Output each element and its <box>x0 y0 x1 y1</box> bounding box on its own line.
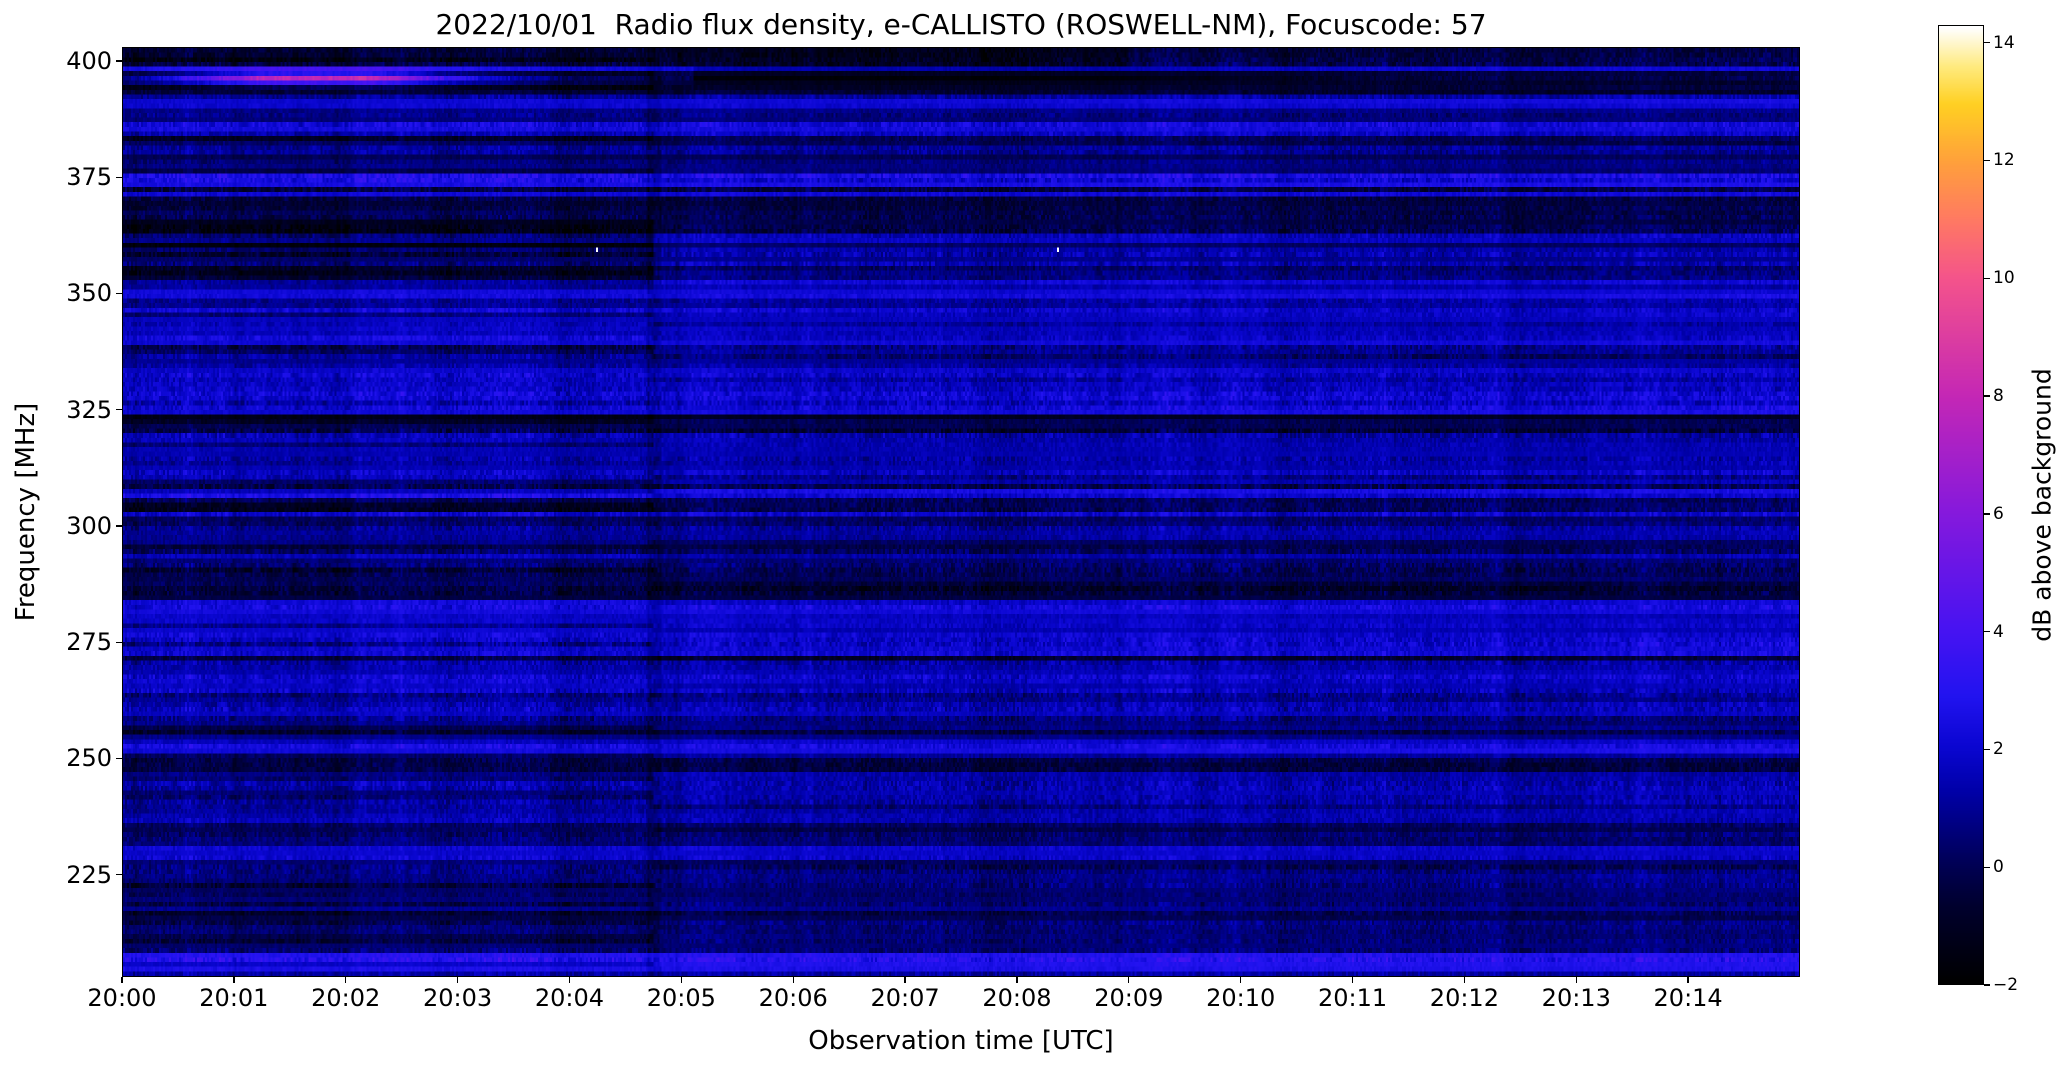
spectrogram-heatmap <box>123 48 1799 976</box>
chart-title: 2022/10/01 Radio flux density, e-CALLIST… <box>435 8 1487 41</box>
x-tick-label: 20:10 <box>1206 984 1276 1012</box>
colorbar-tick-label: 0 <box>1993 857 2004 878</box>
colorbar-tick-label: −2 <box>1993 975 2019 995</box>
y-tick-label: 375 <box>66 163 112 192</box>
x-tick-label: 20:05 <box>646 984 716 1012</box>
x-tick-label: 20:03 <box>423 984 493 1012</box>
y-tick-label: 250 <box>66 744 112 773</box>
colorbar-tick-label: 6 <box>1993 503 2004 524</box>
colorbar-tick-label: 8 <box>1993 386 2004 407</box>
x-tick-label: 20:02 <box>311 984 381 1012</box>
colorbar-label: dB above background <box>2027 368 2057 642</box>
y-tick-mark <box>116 525 122 527</box>
colorbar-tick-label: 12 <box>1993 150 2015 171</box>
colorbar-tick-mark <box>1984 159 1990 162</box>
x-tick-label: 20:01 <box>199 984 269 1012</box>
y-tick-mark <box>116 60 122 62</box>
colorbar-tick-mark <box>1984 630 1990 633</box>
colorbar-tick-mark <box>1984 395 1990 397</box>
colorbar-tick-mark <box>1984 866 1990 868</box>
x-tick-label: 20:00 <box>87 984 157 1012</box>
y-tick-mark <box>116 757 122 760</box>
y-tick-label: 325 <box>66 395 112 424</box>
x-tick-label: 20:09 <box>1094 984 1164 1012</box>
x-tick-mark <box>121 977 123 983</box>
plot-area <box>122 47 1800 977</box>
y-tick-label: 225 <box>66 860 112 889</box>
x-tick-mark <box>345 977 347 983</box>
y-tick-mark <box>116 641 122 643</box>
x-tick-mark <box>1351 977 1354 983</box>
colorbar-tick-mark <box>1984 984 1990 986</box>
x-tick-mark <box>792 977 794 983</box>
colorbar-tick-mark <box>1984 748 1990 751</box>
y-tick-label: 300 <box>66 511 112 540</box>
x-axis-label: Observation time [UTC] <box>808 1026 1114 1056</box>
colorbar-tick-mark <box>1984 513 1990 515</box>
x-tick-label: 20:04 <box>534 984 605 1012</box>
y-tick-mark <box>116 409 122 411</box>
colorbar-tick-label: 10 <box>1993 268 2015 289</box>
x-tick-mark <box>568 977 571 983</box>
y-tick-mark <box>116 176 122 178</box>
x-tick-mark <box>1239 977 1242 983</box>
x-tick-label: 20:08 <box>982 984 1052 1012</box>
y-tick-mark <box>116 292 122 295</box>
x-tick-mark <box>1128 977 1130 983</box>
y-tick-mark <box>116 874 122 876</box>
colorbar-tick-label: 2 <box>1993 739 2004 760</box>
x-tick-label: 20:14 <box>1653 984 1723 1012</box>
colorbar <box>1938 25 1984 985</box>
x-tick-label: 20:07 <box>870 984 940 1012</box>
x-tick-label: 20:12 <box>1429 984 1499 1012</box>
x-tick-mark <box>1687 977 1689 983</box>
colorbar-tick-label: 14 <box>1993 32 2015 53</box>
colorbar-gradient <box>1939 26 1983 984</box>
colorbar-tick-label: 4 <box>1993 621 2004 642</box>
x-tick-label: 20:06 <box>758 984 828 1012</box>
y-tick-label: 350 <box>66 279 112 308</box>
y-tick-label: 400 <box>66 46 112 75</box>
x-tick-label: 20:13 <box>1541 984 1611 1012</box>
x-tick-mark <box>233 977 235 983</box>
colorbar-tick-mark <box>1984 277 1990 279</box>
x-tick-mark <box>456 977 459 983</box>
colorbar-tick-mark <box>1984 41 1990 44</box>
x-tick-mark <box>1575 977 1577 983</box>
x-tick-mark <box>904 977 906 983</box>
x-tick-mark <box>680 977 683 983</box>
x-tick-mark <box>1016 977 1018 983</box>
y-tick-label: 275 <box>66 628 112 657</box>
x-tick-mark <box>1463 977 1466 983</box>
x-tick-label: 20:11 <box>1317 984 1388 1012</box>
